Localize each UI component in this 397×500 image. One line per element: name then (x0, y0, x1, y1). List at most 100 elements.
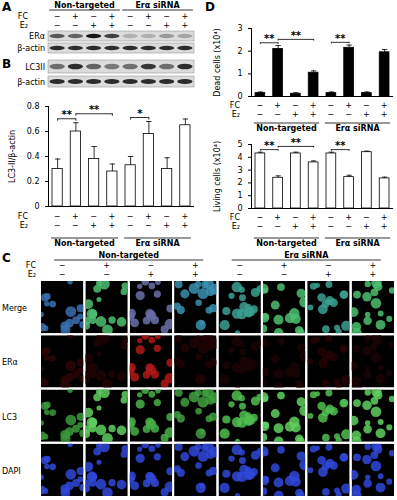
svg-text:+: + (148, 270, 155, 279)
svg-text:−: − (328, 213, 335, 222)
svg-text:−: − (257, 213, 264, 222)
svg-text:+: + (182, 212, 189, 221)
svg-text:E₂: E₂ (28, 270, 36, 279)
svg-text:+: + (163, 21, 170, 30)
svg-text:Non-targeted: Non-targeted (256, 124, 317, 133)
svg-text:3: 3 (237, 166, 242, 175)
svg-text:+: + (72, 212, 79, 221)
svg-text:4: 4 (237, 153, 242, 162)
svg-text:E₂: E₂ (232, 222, 240, 231)
svg-text:−: − (274, 222, 281, 231)
svg-text:+: + (192, 270, 199, 279)
svg-text:+: + (325, 270, 332, 279)
svg-text:+: + (381, 222, 388, 231)
svg-text:+: + (109, 21, 116, 30)
svg-text:Erα siRNA: Erα siRNA (135, 1, 180, 10)
svg-text:0: 0 (237, 92, 242, 101)
svg-text:0.2: 0.2 (27, 177, 40, 186)
svg-text:Living cells (x10⁴): Living cells (x10⁴) (213, 141, 222, 212)
svg-text:+: + (109, 212, 116, 221)
svg-text:−: − (145, 221, 152, 230)
svg-text:+: + (274, 213, 281, 222)
svg-text:−: − (292, 213, 299, 222)
svg-text:−: − (59, 261, 66, 270)
svg-text:2: 2 (237, 178, 242, 187)
svg-text:**: ** (264, 33, 275, 44)
svg-text:+: + (310, 110, 317, 119)
svg-text:C: C (2, 251, 11, 265)
svg-text:2: 2 (237, 47, 242, 56)
svg-text:+: + (369, 270, 376, 279)
svg-text:−: − (148, 261, 155, 270)
svg-text:+: + (363, 110, 370, 119)
svg-text:**: ** (291, 30, 302, 41)
svg-text:0.4: 0.4 (27, 152, 40, 161)
svg-text:Dead cells (x10⁴): Dead cells (x10⁴) (213, 28, 222, 96)
svg-text:ERα: ERα (2, 358, 18, 367)
svg-text:E₂: E₂ (20, 21, 28, 30)
svg-text:+: + (345, 101, 352, 110)
svg-text:+: + (72, 12, 79, 21)
svg-text:−: − (363, 101, 370, 110)
svg-text:−: − (72, 21, 79, 30)
svg-text:−: − (163, 12, 170, 21)
svg-text:LC3II: LC3II (25, 63, 45, 72)
svg-text:−: − (163, 212, 170, 221)
svg-text:B: B (2, 57, 11, 71)
svg-text:Erα siRNA: Erα siRNA (284, 251, 329, 260)
svg-text:Erα siRNA: Erα siRNA (335, 124, 380, 133)
svg-text:−: − (54, 212, 61, 221)
svg-text:−: − (345, 110, 352, 119)
svg-text:−: − (145, 21, 152, 30)
svg-text:+: + (109, 221, 116, 230)
svg-text:LC3-II/β-actin: LC3-II/β-actin (8, 130, 17, 183)
svg-text:+: + (381, 110, 388, 119)
svg-text:−: − (363, 213, 370, 222)
svg-text:Non-targeted: Non-targeted (98, 251, 159, 260)
svg-text:−: − (257, 110, 264, 119)
svg-text:Merge: Merge (2, 304, 27, 313)
svg-text:1: 1 (237, 69, 242, 78)
svg-text:−: − (281, 270, 288, 279)
svg-text:Non-targeted: Non-targeted (54, 1, 115, 10)
svg-text:−: − (345, 222, 352, 231)
svg-text:0.8: 0.8 (27, 102, 40, 111)
svg-text:**: ** (291, 137, 302, 148)
svg-text:−: − (127, 212, 134, 221)
svg-text:+: + (310, 222, 317, 231)
svg-text:+: + (310, 213, 317, 222)
svg-text:0: 0 (237, 204, 242, 213)
svg-text:E₂: E₂ (20, 221, 28, 230)
svg-text:−: − (236, 261, 243, 270)
svg-text:−: − (328, 222, 335, 231)
svg-text:A: A (2, 0, 12, 14)
svg-text:+: + (345, 213, 352, 222)
svg-text:−: − (328, 101, 335, 110)
svg-text:−: − (127, 21, 134, 30)
svg-text:Erα siRNA: Erα siRNA (135, 239, 180, 248)
svg-text:+: + (292, 222, 299, 231)
svg-text:−: − (127, 221, 134, 230)
svg-text:Non-targeted: Non-targeted (54, 239, 115, 248)
svg-text:−: − (127, 12, 134, 21)
svg-text:+: + (163, 221, 170, 230)
svg-text:0: 0 (34, 202, 39, 211)
svg-text:FC: FC (18, 12, 29, 21)
svg-text:β-actin: β-actin (17, 78, 45, 87)
svg-text:+: + (90, 221, 97, 230)
svg-text:+: + (103, 261, 110, 270)
svg-text:−: − (54, 21, 61, 30)
svg-text:−: − (90, 212, 97, 221)
svg-text:**: ** (62, 109, 73, 120)
svg-text:+: + (192, 261, 199, 270)
svg-text:−: − (257, 101, 264, 110)
svg-text:LC3: LC3 (2, 413, 17, 422)
svg-text:Erα siRNA: Erα siRNA (335, 239, 380, 248)
svg-text:+: + (182, 21, 189, 30)
svg-text:+: + (369, 261, 376, 270)
svg-text:5: 5 (237, 140, 242, 149)
svg-text:−: − (90, 12, 97, 21)
svg-text:1: 1 (237, 191, 242, 200)
svg-text:+: + (109, 12, 116, 21)
svg-text:FC: FC (26, 261, 37, 270)
